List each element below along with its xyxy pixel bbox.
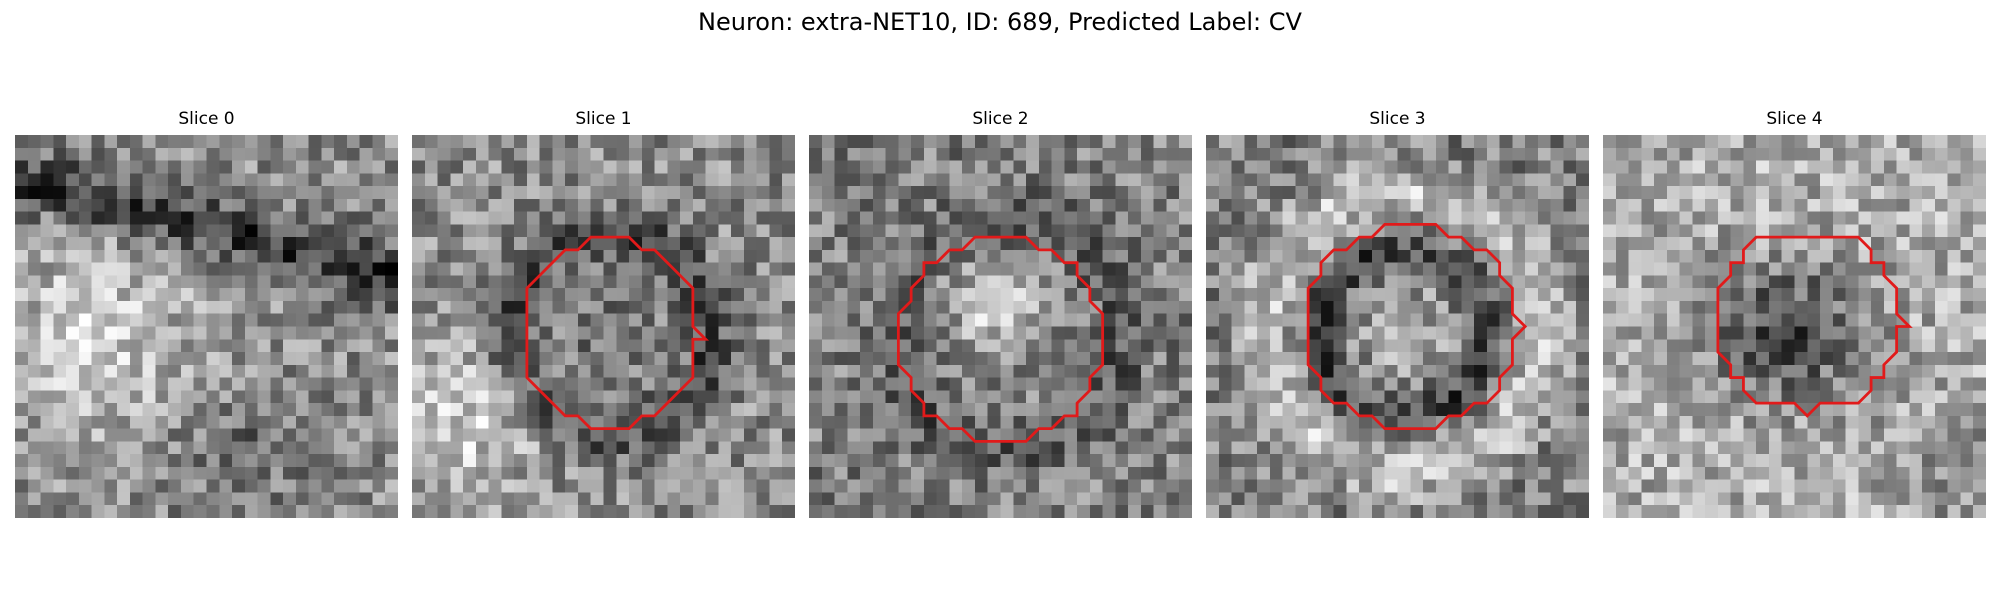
slice-title: Slice 3 <box>1369 109 1426 129</box>
roi-outline <box>896 235 1105 443</box>
slice-title: Slice 2 <box>972 109 1029 129</box>
figure-title: Neuron: extra-NET10, ID: 689, Predicted … <box>698 8 1302 36</box>
roi-overlay <box>896 235 1105 443</box>
roi-outline <box>1716 235 1913 418</box>
slice-title: Slice 1 <box>575 109 632 129</box>
roi-outline <box>525 235 710 431</box>
roi-overlay <box>1306 222 1528 431</box>
slice-title: Slice 4 <box>1766 109 1823 129</box>
roi-overlay <box>525 235 710 431</box>
slice-image <box>412 135 795 518</box>
slice-image <box>15 135 398 518</box>
roi-overlay <box>1716 235 1913 418</box>
slice-image <box>809 135 1192 518</box>
slice-panel-1: Slice 1 <box>412 108 795 518</box>
slice-panel-4: Slice 4 <box>1603 108 1986 518</box>
slice-title: Slice 0 <box>178 109 235 129</box>
slice-image <box>1603 135 1986 518</box>
roi-outline <box>1306 222 1528 431</box>
slice-panel-2: Slice 2 <box>809 108 1192 518</box>
slice-panel-3: Slice 3 <box>1206 108 1589 518</box>
slice-panel-0: Slice 0 <box>15 108 398 518</box>
